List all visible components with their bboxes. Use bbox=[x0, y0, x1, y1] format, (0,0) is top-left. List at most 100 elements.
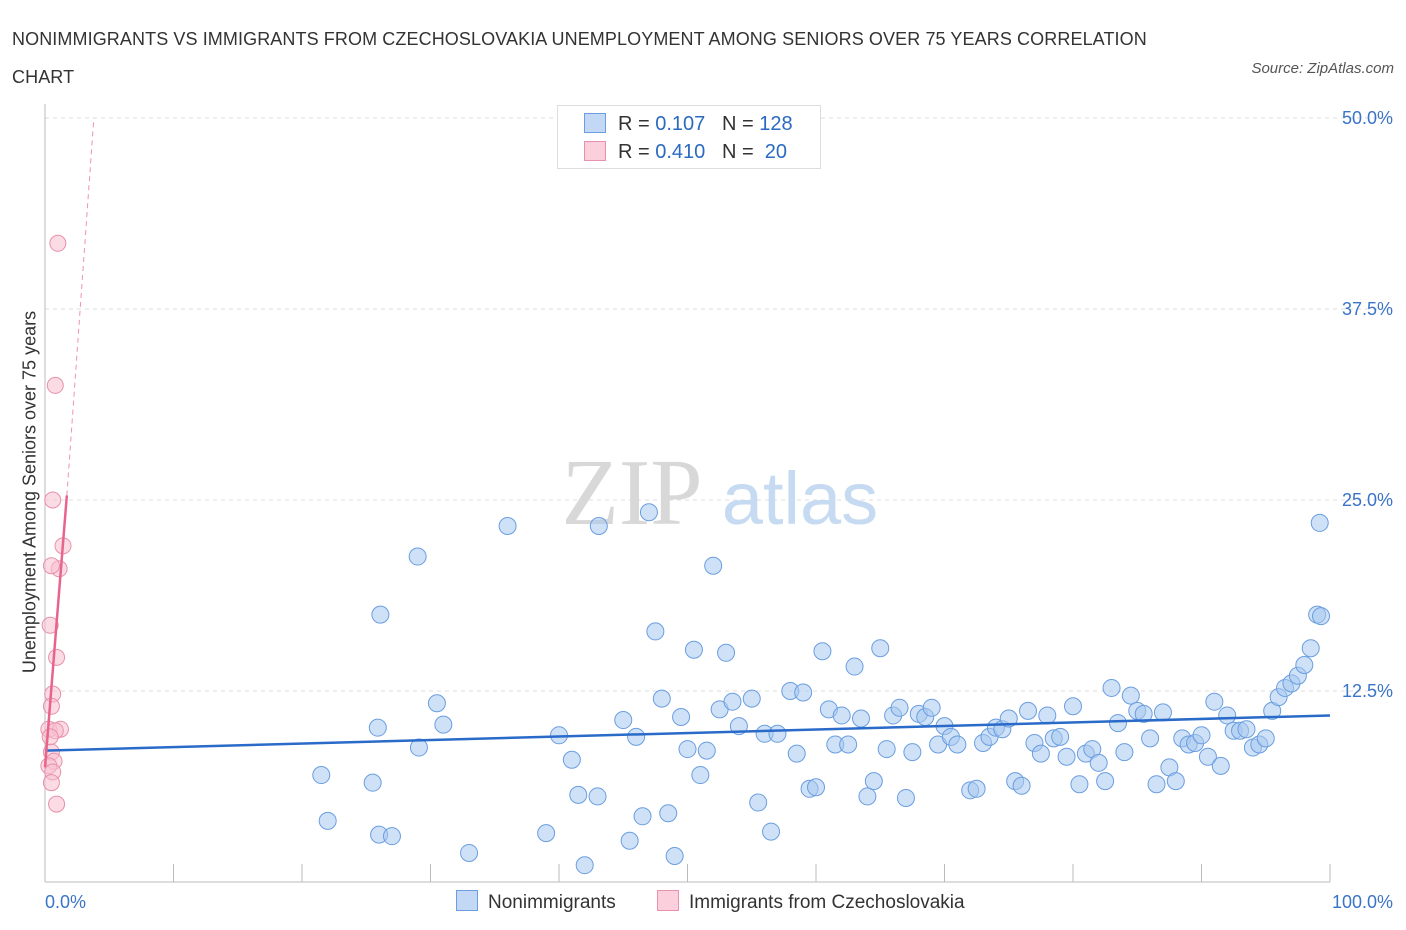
data-point-nonimmigrant bbox=[646, 622, 665, 641]
data-point-nonimmigrant bbox=[368, 718, 387, 737]
data-point-nonimmigrant bbox=[1205, 692, 1224, 711]
data-point-immigrant bbox=[46, 376, 64, 394]
y-axis-label: Unemployment Among Seniors over 75 years bbox=[19, 310, 40, 674]
data-point-nonimmigrant bbox=[813, 642, 832, 661]
data-point-nonimmigrant bbox=[562, 750, 581, 769]
data-point-nonimmigrant bbox=[1031, 744, 1050, 763]
legend-label-nonimmigrants: Nonimmigrants bbox=[488, 892, 616, 913]
data-point-nonimmigrant bbox=[768, 724, 787, 743]
data-point-nonimmigrant bbox=[1096, 772, 1115, 791]
data-point-nonimmigrant bbox=[1070, 775, 1089, 794]
data-point-nonimmigrant bbox=[427, 694, 446, 713]
data-point-nonimmigrant bbox=[382, 827, 401, 846]
data-point-nonimmigrant bbox=[1301, 639, 1320, 658]
data-point-immigrant bbox=[42, 557, 60, 575]
data-point-nonimmigrant bbox=[999, 709, 1018, 728]
legend-n-value: 20 bbox=[764, 141, 788, 163]
data-point-nonimmigrant bbox=[723, 692, 742, 711]
trend-line-immigrants bbox=[43, 495, 69, 768]
data-point-nonimmigrant bbox=[652, 689, 671, 708]
data-point-nonimmigrant bbox=[1211, 756, 1230, 775]
data-point-nonimmigrant bbox=[794, 683, 813, 702]
data-point-nonimmigrant bbox=[691, 766, 710, 785]
data-point-nonimmigrant bbox=[678, 740, 697, 759]
data-point-nonimmigrant bbox=[877, 740, 896, 759]
data-point-nonimmigrant bbox=[1295, 656, 1314, 675]
series-legend: Nonimmigrants Immigrants from Czechoslov… bbox=[0, 890, 1406, 914]
y-tick-label: 37.5% bbox=[1342, 299, 1393, 319]
data-point-nonimmigrant bbox=[1147, 775, 1166, 794]
data-point-nonimmigrant bbox=[627, 727, 646, 746]
legend-swatch-pink bbox=[657, 890, 679, 911]
legend-row-immigrants: R = 0.410 N = 20 bbox=[584, 140, 787, 164]
x-tick-label: 100.0% bbox=[1332, 892, 1393, 912]
y-tick-label: 25.0% bbox=[1342, 490, 1393, 510]
data-point-nonimmigrant bbox=[1256, 729, 1275, 748]
legend-item-immigrants[interactable]: Immigrants from Czechoslovakia bbox=[657, 890, 965, 914]
data-point-nonimmigrant bbox=[1051, 727, 1070, 746]
legend-r-value: 0.410 bbox=[655, 141, 706, 163]
data-point-nonimmigrant bbox=[871, 639, 890, 658]
data-point-nonimmigrant bbox=[318, 811, 337, 830]
data-point-nonimmigrant bbox=[537, 824, 556, 843]
watermark-atlas: atlas bbox=[722, 457, 878, 540]
legend-n-value: 128 bbox=[759, 113, 793, 135]
data-point-nonimmigrant bbox=[864, 772, 883, 791]
immigrants-points bbox=[40, 234, 72, 813]
legend-item-nonimmigrants[interactable]: Nonimmigrants bbox=[456, 890, 616, 914]
legend-n-label: N = bbox=[721, 113, 754, 135]
data-point-nonimmigrant bbox=[1166, 772, 1185, 791]
data-point-nonimmigrant bbox=[1218, 706, 1237, 725]
data-point-nonimmigrant bbox=[839, 735, 858, 754]
data-point-nonimmigrant bbox=[1019, 701, 1038, 720]
data-point-immigrant bbox=[42, 774, 60, 792]
data-point-nonimmigrant bbox=[588, 787, 607, 806]
data-point-immigrant bbox=[49, 234, 67, 252]
x-tick-label: 0.0% bbox=[45, 892, 86, 912]
data-point-nonimmigrant bbox=[569, 785, 588, 804]
data-point-nonimmigrant bbox=[1064, 697, 1082, 716]
data-point-nonimmigrant bbox=[858, 787, 877, 806]
legend-r-value: 0.107 bbox=[655, 113, 706, 135]
data-point-nonimmigrant bbox=[620, 831, 639, 850]
data-point-nonimmigrant bbox=[575, 856, 594, 875]
data-point-nonimmigrant bbox=[1237, 720, 1256, 739]
data-point-nonimmigrant bbox=[633, 807, 652, 826]
data-point-nonimmigrant bbox=[312, 766, 331, 785]
data-point-nonimmigrant bbox=[742, 689, 761, 708]
data-point-nonimmigrant bbox=[832, 706, 851, 725]
data-point-nonimmigrant bbox=[896, 788, 915, 807]
data-point-nonimmigrant bbox=[845, 657, 864, 676]
data-point-nonimmigrant bbox=[922, 698, 941, 717]
data-point-nonimmigrant bbox=[1102, 678, 1121, 697]
legend-row-nonimmigrants: R = 0.107 N = 128 bbox=[584, 112, 793, 136]
data-point-nonimmigrant bbox=[948, 735, 967, 754]
data-point-nonimmigrant bbox=[684, 640, 703, 659]
data-point-nonimmigrant bbox=[639, 503, 658, 522]
data-point-nonimmigrant bbox=[371, 605, 390, 624]
data-point-nonimmigrant bbox=[967, 779, 986, 798]
data-point-nonimmigrant bbox=[717, 643, 736, 662]
data-point-nonimmigrant bbox=[704, 556, 723, 575]
nonimmigrants-points bbox=[312, 503, 1331, 875]
data-point-nonimmigrant bbox=[614, 711, 633, 730]
trend-lines bbox=[43, 117, 1331, 768]
data-point-nonimmigrant bbox=[460, 843, 479, 862]
data-point-nonimmigrant bbox=[589, 516, 608, 535]
data-point-nonimmigrant bbox=[1038, 706, 1057, 725]
data-point-nonimmigrant bbox=[363, 773, 382, 792]
data-point-nonimmigrant bbox=[1012, 776, 1031, 795]
data-point-nonimmigrant bbox=[409, 738, 428, 757]
chart-title: NONIMMIGRANTS VS IMMIGRANTS FROM CZECHOS… bbox=[12, 29, 1147, 87]
data-point-nonimmigrant bbox=[672, 707, 691, 726]
data-point-nonimmigrant bbox=[1108, 714, 1127, 733]
trend-line-nonimmigrants bbox=[44, 714, 1331, 752]
data-point-immigrant bbox=[41, 728, 59, 746]
data-point-nonimmigrant bbox=[498, 516, 517, 535]
data-point-nonimmigrant bbox=[665, 847, 684, 866]
watermark-zip: ZIP bbox=[562, 441, 703, 545]
y-tick-label: 12.5% bbox=[1342, 681, 1393, 701]
data-point-nonimmigrant bbox=[1153, 703, 1172, 722]
data-point-nonimmigrant bbox=[659, 804, 678, 823]
